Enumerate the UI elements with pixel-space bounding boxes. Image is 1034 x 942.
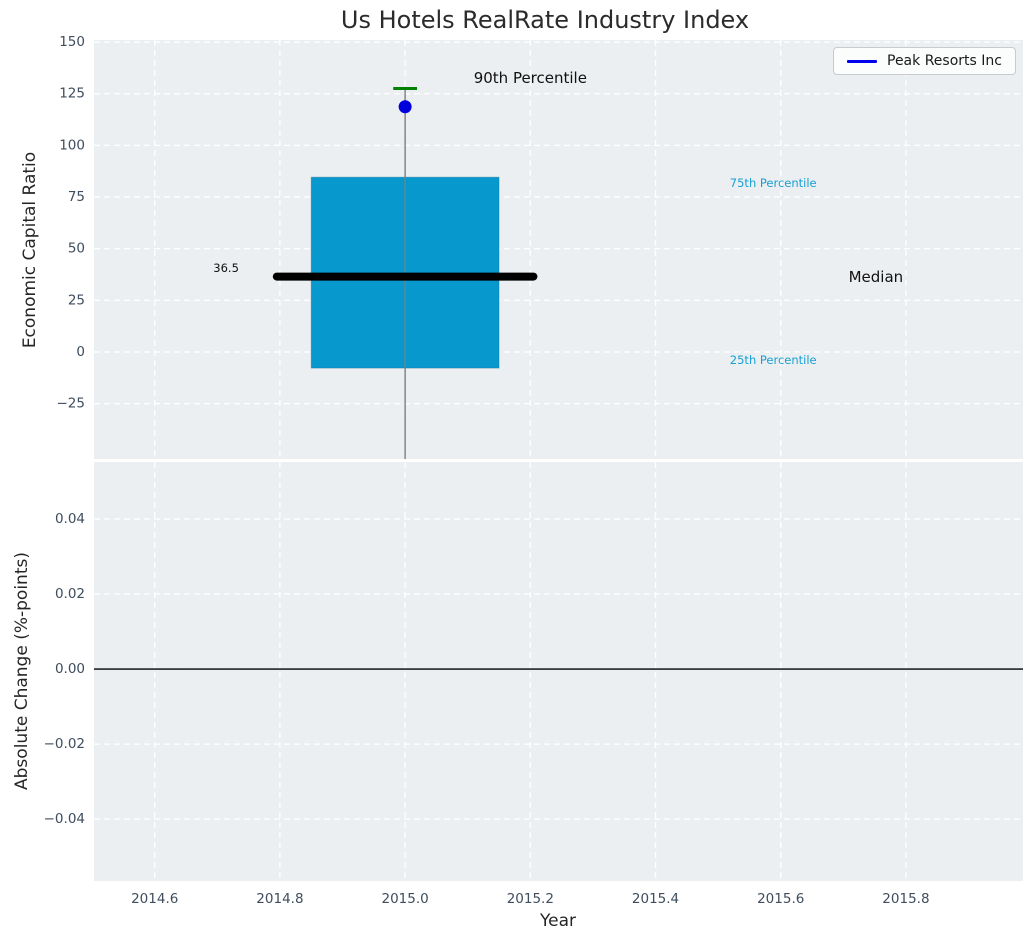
y-tick-label: 0: [76, 344, 85, 360]
y-tick-label: −0.04: [44, 811, 85, 827]
legend: Peak Resorts Inc: [833, 47, 1016, 75]
annotation-75th-percentile: 75th Percentile: [730, 176, 817, 190]
y-tick-label: −0.02: [44, 736, 85, 752]
x-tick-label: 2014.6: [131, 891, 178, 907]
x-axis-label: Year: [540, 911, 576, 931]
legend-label: Peak Resorts Inc: [887, 53, 1002, 69]
y-tick-label: 125: [59, 86, 85, 102]
x-tick-label: 2015.4: [632, 891, 679, 907]
plot-background: [94, 462, 1023, 881]
bottom-y-axis-label: Absolute Change (%-points): [12, 552, 32, 790]
legend-line-swatch: [847, 59, 877, 63]
annotation-25th-percentile: 25th Percentile: [730, 353, 817, 367]
annotation-median: Median: [849, 268, 904, 286]
y-tick-label: −25: [57, 396, 86, 412]
annotation-90th-percentile: 90th Percentile: [474, 69, 587, 87]
x-tick-label: 2015.6: [757, 891, 804, 907]
y-tick-label: 0.04: [55, 511, 85, 527]
y-tick-label: 150: [59, 34, 85, 50]
x-tick-label: 2015.0: [382, 891, 429, 907]
annotation-36-5: 36.5: [213, 261, 239, 275]
y-tick-label: 0.00: [55, 661, 85, 677]
top-y-axis-label: Economic Capital Ratio: [20, 151, 40, 349]
y-tick-label: 0.02: [55, 586, 85, 602]
chart-title: Us Hotels RealRate Industry Index: [340, 6, 750, 34]
y-tick-label: 25: [68, 292, 85, 308]
y-tick-label: 75: [68, 189, 85, 205]
x-tick-label: 2015.2: [507, 891, 554, 907]
x-tick-label: 2014.8: [256, 891, 303, 907]
y-tick-label: 50: [68, 241, 85, 257]
y-tick-label: 100: [59, 137, 85, 153]
x-tick-label: 2015.8: [882, 891, 929, 907]
company-data-point: [398, 100, 412, 114]
plot-background: [94, 40, 1023, 459]
